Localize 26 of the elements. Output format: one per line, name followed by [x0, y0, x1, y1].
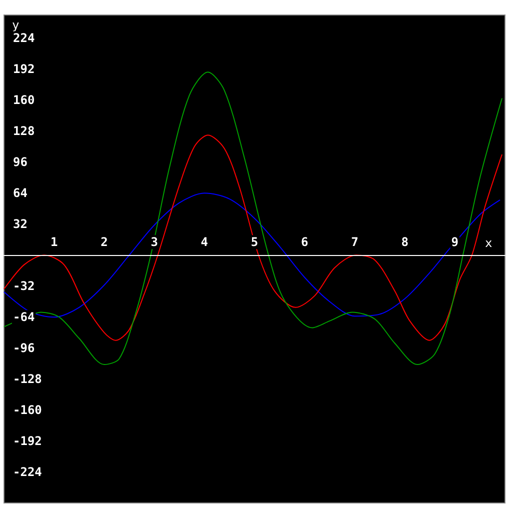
- x-tick-label: 2: [100, 235, 108, 250]
- y-tick-label: -32: [13, 279, 35, 294]
- line-series: [4, 134, 502, 341]
- y-tick-label: -192: [13, 434, 42, 448]
- x-tick-label: 4: [200, 235, 208, 250]
- x-tick-label: 5: [250, 235, 258, 250]
- line-series: [4, 72, 502, 366]
- x-tick-label: 7: [351, 235, 358, 250]
- y-tick-label: -224: [13, 465, 42, 480]
- y-tick-label: 96: [13, 155, 28, 170]
- y-tick-label: 64: [13, 186, 28, 200]
- y-tick-label: 192: [13, 62, 35, 76]
- x-tick-label: 1: [50, 235, 58, 250]
- x-axis-title: x: [485, 236, 492, 250]
- y-tick-label: -160: [13, 403, 42, 418]
- y-tick-label: 32: [13, 217, 28, 232]
- y-tick-label: 224: [13, 31, 35, 46]
- y-tick-label: -96: [13, 341, 35, 356]
- y-tick-label: 128: [13, 124, 35, 138]
- x-tick-label: 6: [300, 235, 308, 250]
- x-tick-label: 3: [150, 235, 158, 250]
- x-tick-label: 9: [451, 235, 459, 250]
- y-axis-title: y: [12, 18, 20, 32]
- x-tick-label: 8: [401, 235, 408, 250]
- y-tick-label: -128: [13, 372, 42, 386]
- y-tick-label: 160: [13, 93, 35, 108]
